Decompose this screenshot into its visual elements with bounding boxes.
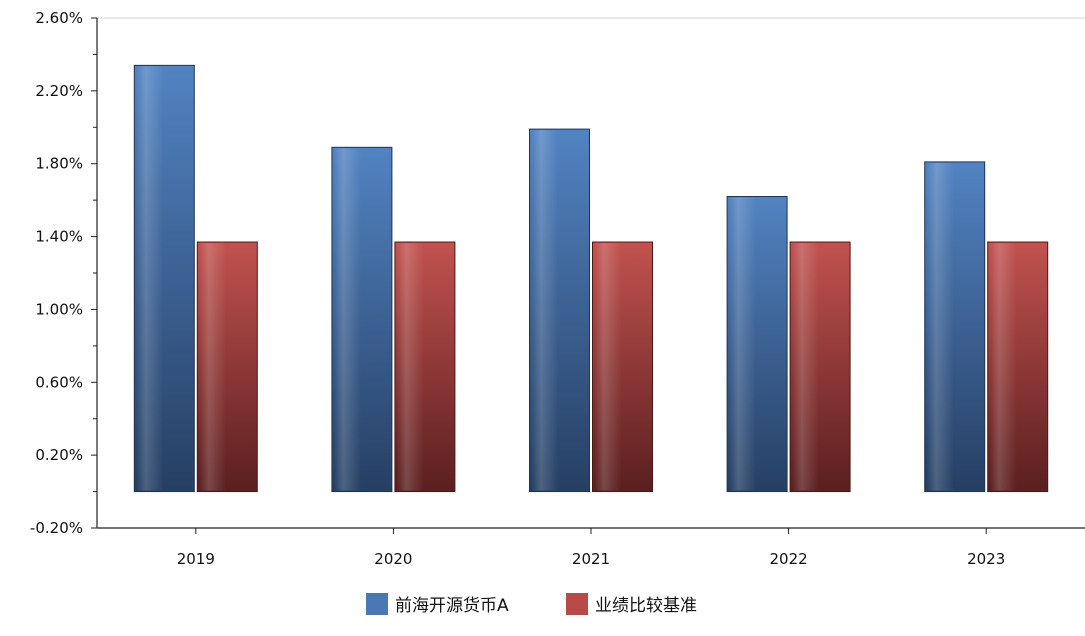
x-tick-label: 2019 — [177, 550, 215, 568]
bar-highlight — [199, 243, 227, 491]
x-tick-label: 2023 — [967, 550, 1005, 568]
legend-swatch — [566, 593, 588, 615]
bar-2019-benchmark — [196, 241, 258, 493]
bar-2019-fund — [133, 64, 195, 493]
bar-2021-benchmark — [592, 241, 653, 493]
bar-2023-benchmark — [987, 241, 1049, 493]
bar-2022-fund — [726, 196, 788, 493]
legend-swatch — [366, 593, 388, 615]
bar-highlight — [729, 197, 757, 491]
legend-label: 前海开源货币A — [395, 596, 509, 616]
x-tick-label: 2021 — [572, 550, 610, 568]
bar-highlight — [792, 243, 820, 491]
bar-2020-fund — [331, 146, 393, 493]
bar-highlight — [136, 66, 164, 491]
y-tick-label: 1.80% — [35, 155, 83, 173]
bar-highlight — [594, 243, 622, 491]
bar-highlight — [333, 148, 361, 491]
bar-2021-fund — [529, 128, 590, 493]
y-tick-label: 0.20% — [35, 446, 83, 464]
legend: 前海开源货币A 业绩比较基准 — [366, 593, 697, 616]
bar-2023-fund — [924, 161, 986, 493]
y-tick-label: 0.60% — [35, 373, 83, 391]
bar-highlight — [396, 243, 424, 491]
x-tick-label: 2022 — [770, 550, 808, 568]
bars — [133, 64, 1049, 493]
y-tick-label: 1.40% — [35, 228, 83, 246]
y-tick-label: -0.20% — [30, 519, 83, 537]
legend-item-fund: 前海开源货币A — [366, 593, 509, 616]
bar-2022-benchmark — [789, 241, 851, 493]
x-tick-label: 2020 — [374, 550, 412, 568]
legend-item-benchmark: 业绩比较基准 — [566, 593, 697, 616]
bar-highlight — [926, 162, 954, 491]
bar-2020-benchmark — [394, 241, 456, 493]
y-tick-label: 1.00% — [35, 300, 83, 318]
bar-highlight — [989, 243, 1017, 491]
y-axis: -0.20% 0.20% 0.60% 1.00% 1.40% 1.80% 2.20% 2.60… — [30, 9, 98, 537]
y-tick-label: 2.60% — [35, 9, 83, 27]
bar-highlight — [531, 130, 559, 491]
x-axis: 2019 2020 2021 2022 2023 — [97, 527, 1085, 568]
legend-label: 业绩比较基准 — [595, 596, 697, 616]
y-tick-label: 2.20% — [35, 82, 83, 100]
